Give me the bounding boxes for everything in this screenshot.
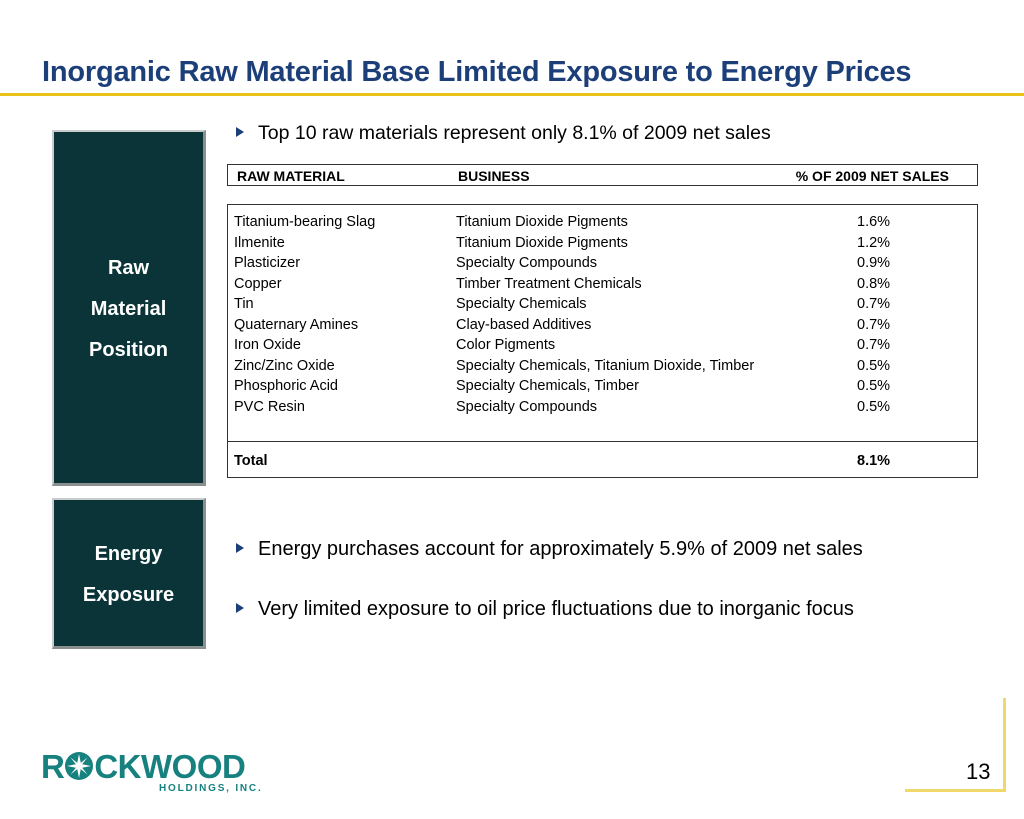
logo-wordmark: R CKWOOD [41,748,263,785]
cell-material: Zinc/Zinc Oxide [234,357,335,374]
cell-business: Specialty Chemicals [456,296,587,312]
rockwood-logo: R CKWOOD HOLDINGS, INC. [41,748,263,794]
cell-pct: 0.8% [857,275,891,292]
footer-accent-vertical [1003,698,1006,792]
table-row: Copper Timber Treatment Chemicals 0.8% [228,276,977,296]
cell-pct: 1.6% [857,214,891,230]
cell-business: Timber Treatment Chemicals [456,275,642,292]
bullet-arrow-icon [236,127,244,137]
cell-material: Tin [234,296,254,312]
cell-material: Quaternary Amines [234,316,359,333]
bullet-oil-exposure: Very limited exposure to oil price fluct… [236,598,854,621]
footer-accent-horizontal [905,789,1006,792]
table-row: Ilmenite Titanium Dioxide Pigments 1.2% [228,235,977,255]
logo-subtitle: HOLDINGS, INC. [159,783,263,794]
table-row: Iron Oxide Color Pigments 0.7% [228,337,977,357]
compass-star-icon [65,752,94,780]
table-row: PVC Resin Specialty Compounds 0.5% [228,399,977,419]
bullet-arrow-icon [236,543,244,553]
table-row: Tin Specialty Chemicals 0.7% [228,296,977,316]
bullet-raw-materials: Top 10 raw materials represent only 8.1%… [236,122,771,145]
cell-pct: 0.5% [857,378,891,394]
raw-box-line-2: Material [90,298,167,320]
cell-business: Specialty Chemicals, Timber [456,378,639,394]
logo-word-pre: R [41,748,65,785]
table-row: Titanium-bearing Slag Titanium Dioxide P… [228,214,977,234]
title-underline [0,93,1024,96]
cell-pct: 0.5% [857,357,891,374]
page-number: 13 [966,759,991,784]
bullet-energy-purchases-text: Energy purchases account for approximate… [258,538,863,560]
table-header: RAW MATERIAL BUSINESS % OF 2009 NET SALE… [227,164,978,186]
energy-box-line-2: Exposure [82,584,175,606]
table-total-row: Total 8.1% [228,453,977,473]
energy-box-line-1: Energy [94,543,163,565]
cell-pct: 0.5% [857,398,891,415]
cell-pct: 1.2% [857,234,891,251]
energy-exposure-box: Energy Exposure [52,498,206,649]
bullet-arrow-icon [236,603,244,613]
cell-pct: 0.7% [857,316,891,333]
cell-business: Specialty Compounds [456,398,598,415]
logo-word-post: CKWOOD [94,748,246,785]
cell-business: Specialty Chemicals, Titanium Dioxide, T… [456,357,755,374]
cell-business: Titanium Dioxide Pigments [456,234,628,251]
cell-material: PVC Resin [234,398,305,415]
cell-business: Clay-based Additives [456,316,592,333]
header-pct-net-sales: % OF 2009 NET SALES [795,168,949,184]
header-business: BUSINESS [458,168,530,184]
table-row: Phosphoric Acid Specialty Chemicals, Tim… [228,378,977,398]
bullet-oil-exposure-text: Very limited exposure to oil price fluct… [258,598,854,620]
table-row: Zinc/Zinc Oxide Specialty Chemicals, Tit… [228,358,977,378]
cell-business: Specialty Compounds [456,255,598,271]
raw-box-line-1: Raw [107,257,150,279]
cell-material: Iron Oxide [234,337,301,353]
cell-material: Ilmenite [234,234,285,251]
header-raw-material: RAW MATERIAL [237,168,345,184]
cell-material: Titanium-bearing Slag [234,214,376,230]
raw-material-position-box: Raw Material Position [52,130,206,486]
raw-materials-table: Titanium-bearing Slag Titanium Dioxide P… [227,204,978,478]
cell-business: Color Pigments [456,337,556,353]
table-row: Quaternary Amines Clay-based Additives 0… [228,317,977,337]
cell-material: Copper [234,275,282,292]
total-pct: 8.1% [857,453,891,469]
bullet-energy-purchases: Energy purchases account for approximate… [236,538,863,561]
cell-material: Phosphoric Acid [234,378,338,394]
table-row: Plasticizer Specialty Compounds 0.9% [228,255,977,275]
cell-business: Titanium Dioxide Pigments [456,214,628,230]
bullet-raw-materials-text: Top 10 raw materials represent only 8.1%… [258,122,771,144]
cell-pct: 0.7% [857,337,891,353]
total-divider [228,441,977,442]
slide-title: Inorganic Raw Material Base Limited Expo… [42,56,912,88]
cell-pct: 0.9% [857,255,891,271]
cell-pct: 0.7% [857,296,891,312]
raw-box-line-3: Position [89,339,168,361]
cell-material: Plasticizer [234,255,301,271]
total-label: Total [234,453,268,469]
